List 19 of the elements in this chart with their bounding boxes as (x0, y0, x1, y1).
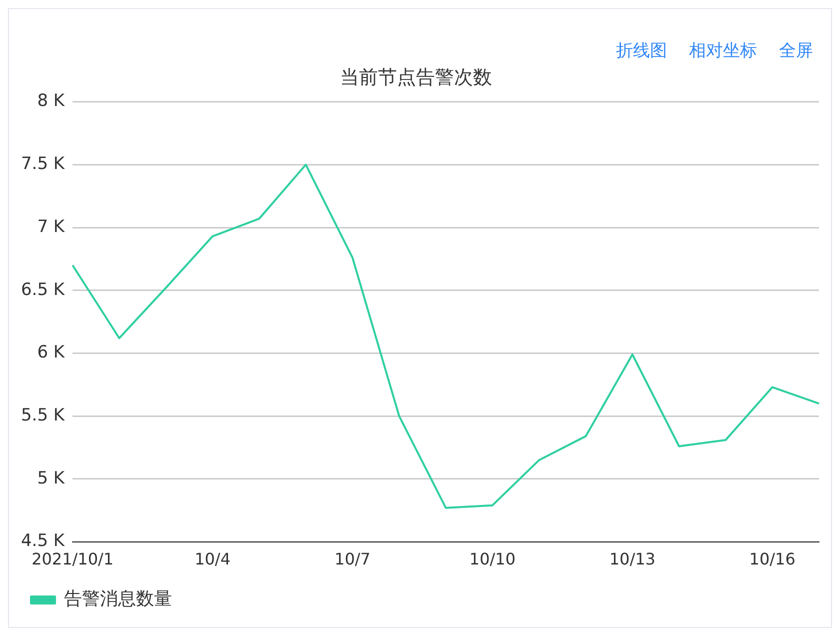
text: 相对坐标 (689, 40, 757, 62)
y-tick-label: 7.5 K (20, 154, 66, 174)
x-tick-label: 10/4 (194, 550, 231, 569)
y-tick-label: 6.5 K (20, 280, 66, 300)
y-tick-label: 5 K (37, 468, 66, 488)
y-tick-label: 7 K (37, 216, 66, 237)
text: 全屏 (779, 40, 813, 62)
chart-title: 当前节点告警次数 (340, 66, 492, 88)
x-tick-label: 10/16 (749, 550, 796, 569)
x-tick-label: 10/10 (469, 550, 516, 569)
x-tick-label: 10/13 (609, 550, 656, 569)
y-tick-label: 4.5 K (20, 531, 66, 552)
y-tick-label: 8 K (37, 91, 66, 112)
y-tick-label: 5.5 K (20, 406, 66, 426)
x-tick-label: 2021/10/1 (32, 550, 114, 569)
x-tick-label: 10/7 (334, 550, 370, 569)
text: 折线图 (616, 40, 667, 62)
y-tick-label: 6 K (37, 342, 66, 363)
legend-label: 告警消息数量 (64, 588, 172, 610)
